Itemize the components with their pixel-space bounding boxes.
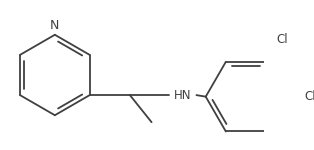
Text: N: N — [50, 19, 60, 32]
Text: Cl: Cl — [305, 90, 314, 103]
Text: HN: HN — [173, 89, 191, 102]
Text: Cl: Cl — [276, 33, 288, 46]
